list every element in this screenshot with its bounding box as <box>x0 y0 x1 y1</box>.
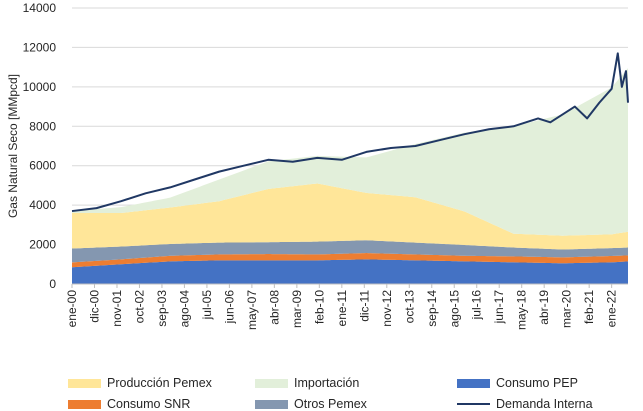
legend-item-consumo-snr: Consumo SNR <box>68 397 190 411</box>
legend-label-importacion: Importación <box>294 376 360 390</box>
chart-root: 0 2000 4000 6000 8000 10000 12000 14000 ene-00 di… <box>6 1 629 411</box>
legend-item-otros-pemex: Otros Pemex <box>255 397 367 411</box>
x-tick-label: oct-13 <box>402 290 416 324</box>
y-tick-label: 0 <box>49 277 56 291</box>
legend-swatch-consumo-pep <box>457 378 490 388</box>
legend-item-produccion-pemex: Producción Pemex <box>68 376 212 390</box>
x-tick-label: oct-02 <box>132 290 146 324</box>
area-otros-pemex <box>72 240 628 263</box>
legend-swatch-importacion <box>255 378 288 388</box>
area-layer <box>72 68 628 284</box>
x-tick-label: may-18 <box>515 290 529 330</box>
y-tick-label: 8000 <box>29 119 56 133</box>
y-tick-label: 6000 <box>29 159 56 173</box>
y-tick-label: 12000 <box>23 40 57 54</box>
legend-label-demanda-interna: Demanda Interna <box>496 397 593 411</box>
area-produccion-pemex <box>72 183 628 250</box>
x-tick-label: sep-03 <box>155 290 169 327</box>
x-tick-label: sep-14 <box>425 290 439 327</box>
y-tick-label: 10000 <box>23 80 57 94</box>
legend-item-importacion: Importación <box>255 376 359 390</box>
x-tick-label: jul-16 <box>470 290 484 321</box>
x-tick-label: nov-01 <box>110 290 124 327</box>
area-consumo-pep <box>72 259 628 284</box>
legend-label-otros-pemex: Otros Pemex <box>294 397 367 411</box>
y-tick-label: 2000 <box>29 238 56 252</box>
x-tick-label: jun-17 <box>492 290 506 325</box>
x-tick-label: dic-00 <box>87 290 101 323</box>
x-tick-label: ago-15 <box>447 290 461 328</box>
x-tick-label: ene-22 <box>605 290 619 328</box>
legend-item-demanda-interna: Demanda Interna <box>457 397 593 411</box>
x-tick-label: dic-11 <box>357 290 371 322</box>
axis-layer: 0 2000 4000 6000 8000 10000 12000 14000 ene-00 di… <box>23 1 628 330</box>
y-tick-label: 4000 <box>29 198 56 212</box>
legend-label-consumo-pep: Consumo PEP <box>496 376 578 390</box>
x-tick-label: mar-20 <box>560 290 574 328</box>
x-tick-label: ago-04 <box>177 290 191 328</box>
x-tick-label: jul-05 <box>200 290 214 321</box>
x-tick-label: feb-21 <box>582 290 596 324</box>
legend-item-consumo-pep: Consumo PEP <box>457 376 578 390</box>
x-tick-label: feb-10 <box>312 290 326 324</box>
legend-label-consumo-snr: Consumo SNR <box>107 397 191 411</box>
line-demanda-interna <box>71 52 629 213</box>
legend-swatch-demanda-interna <box>457 403 490 405</box>
x-tick-label: abr-08 <box>267 290 281 325</box>
x-tick-label: ene-11 <box>335 290 349 327</box>
x-tick-label: jun-06 <box>222 290 236 325</box>
x-tick-label: abr-19 <box>537 290 551 325</box>
line-layer <box>71 52 629 213</box>
y-tick-label: 14000 <box>23 1 57 15</box>
chart-svg: 0 2000 4000 6000 8000 10000 12000 14000 ene-00 di… <box>6 1 629 330</box>
area-importacion <box>72 68 628 236</box>
x-tick-label: mar-09 <box>290 290 304 328</box>
legend-swatch-produccion-pemex <box>68 378 101 388</box>
area-consumo-snr <box>72 253 628 268</box>
y-axis-title: Gas Natural Seco [MMpcd] <box>6 74 20 218</box>
legend-label-produccion-pemex: Producción Pemex <box>107 376 212 390</box>
x-tick-label: may-07 <box>245 290 259 330</box>
x-tick-label: ene-00 <box>65 290 79 328</box>
x-tick-label: nov-12 <box>380 290 394 327</box>
